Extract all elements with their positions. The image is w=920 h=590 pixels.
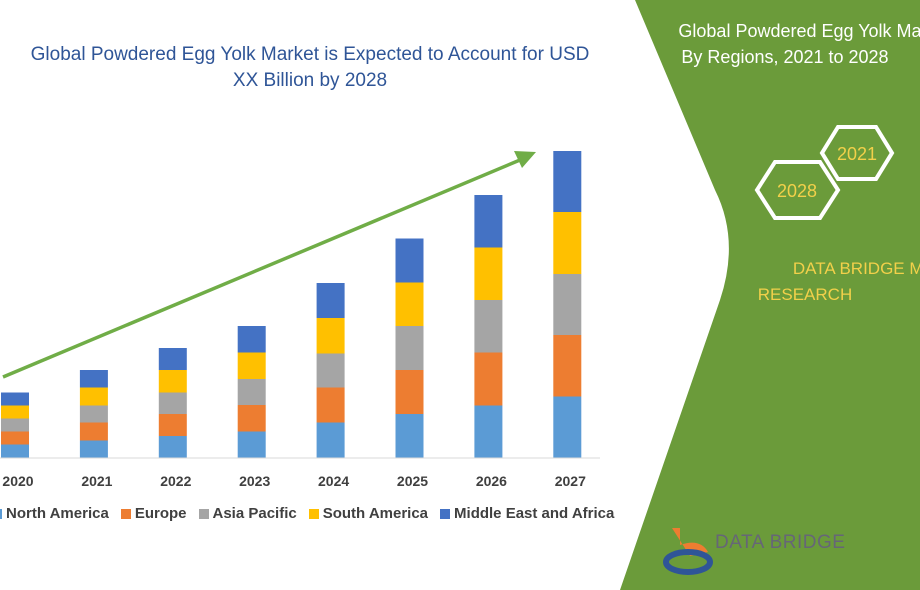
bar-2026-south-america xyxy=(474,247,503,300)
hexagon-2028 xyxy=(754,160,841,220)
x-tick-label: 2021 xyxy=(81,473,112,489)
bar-2021-north-america xyxy=(79,440,108,458)
bar-2025-middle-east-and-africa xyxy=(395,238,424,283)
brand-line1: DATA BRIDGE MAR xyxy=(792,259,920,278)
legend-label: Europe xyxy=(134,505,187,522)
brand-text: DATA BRIDGE MAR RESEARCH xyxy=(740,256,920,308)
x-tick-label: 2022 xyxy=(160,473,191,489)
panel-title-line1: Global Powdered Egg Yolk Ma xyxy=(678,21,920,41)
bar-2024-middle-east-and-africa xyxy=(316,283,345,318)
legend-swatch xyxy=(440,508,451,519)
legend-item: Asia Pacific xyxy=(198,505,297,522)
bar-2024-asia-pacific xyxy=(316,353,345,388)
hex-label-2028: 2028 xyxy=(777,181,817,201)
panel-title: Global Powdered Egg Yolk Ma By Regions, … xyxy=(640,18,920,70)
legend-swatch xyxy=(308,508,319,519)
legend-label: Asia Pacific xyxy=(212,505,297,522)
bar-2026-middle-east-and-africa xyxy=(474,195,503,248)
legend-item: Europe xyxy=(120,505,187,522)
x-tick-label: 2026 xyxy=(476,473,507,489)
bar-2025-europe xyxy=(395,370,424,414)
bar-2021-middle-east-and-africa xyxy=(79,370,108,388)
hex-label-2021: 2021 xyxy=(837,144,877,164)
bar-2020-europe xyxy=(1,431,29,445)
legend-label: Middle East and Africa xyxy=(454,505,615,522)
bar-2021-europe xyxy=(79,422,108,441)
bars xyxy=(1,151,582,458)
hexagon-2021 xyxy=(819,125,895,181)
x-tick-label: 2025 xyxy=(397,473,428,489)
logo-icon xyxy=(663,528,713,575)
bar-2024-south-america xyxy=(316,318,345,354)
bar-2026-north-america xyxy=(474,405,503,458)
x-axis-labels: 2020 2021 2022 2023 2024 2025 2026 2027 xyxy=(2,473,586,489)
x-tick-label: 2020 xyxy=(2,473,33,489)
bar-2020-north-america xyxy=(1,444,29,458)
bar-2023-asia-pacific xyxy=(237,379,266,405)
chart-title: Global Powdered Egg Yolk Market is Expec… xyxy=(30,44,590,91)
legend-swatch xyxy=(120,508,131,519)
bar-2020-asia-pacific xyxy=(1,418,29,432)
legend-swatch xyxy=(0,508,2,519)
legend: North America Europe Asia Pacific South Ame… xyxy=(0,505,614,522)
bar-2022-north-america xyxy=(158,436,187,458)
bar-2024-europe xyxy=(316,387,345,423)
legend-label: North America xyxy=(6,505,109,522)
x-tick-label: 2023 xyxy=(239,473,270,489)
bar-2027-asia-pacific xyxy=(553,274,582,335)
x-tick-label: 2027 xyxy=(555,473,586,489)
bar-2025-north-america xyxy=(395,414,424,458)
bar-2023-europe xyxy=(237,405,266,432)
bar-2026-asia-pacific xyxy=(474,300,503,353)
logo-text: DATA BRIDGE xyxy=(715,532,846,553)
bar-2021-asia-pacific xyxy=(79,405,108,423)
bar-2020-south-america xyxy=(1,405,29,419)
legend-item: South America xyxy=(308,505,429,522)
bar-2027-middle-east-and-africa xyxy=(553,151,582,212)
bar-2020-middle-east-and-africa xyxy=(1,392,29,406)
bar-2021-south-america xyxy=(79,387,108,406)
legend-item: North America xyxy=(0,505,109,522)
bar-2024-north-america xyxy=(316,422,345,458)
bar-2023-north-america xyxy=(237,431,266,458)
bar-2027-europe xyxy=(553,335,582,397)
bar-2023-south-america xyxy=(237,352,266,379)
bar-2022-europe xyxy=(158,414,187,436)
x-tick-label: 2024 xyxy=(318,473,349,489)
brand-line2: RESEARCH xyxy=(757,285,853,304)
bar-2022-asia-pacific xyxy=(158,392,187,414)
bar-2025-asia-pacific xyxy=(395,326,424,370)
bar-2022-middle-east-and-africa xyxy=(158,348,187,370)
bar-2026-europe xyxy=(474,352,503,406)
panel-title-line2: By Regions, 2021 to 2028 xyxy=(681,47,889,67)
legend-swatch xyxy=(198,508,209,519)
bar-2027-north-america xyxy=(553,396,582,458)
green-panel xyxy=(620,0,920,590)
legend-item: Middle East and Africa xyxy=(440,505,614,522)
trend-arrow xyxy=(2,151,536,379)
bar-2022-south-america xyxy=(158,370,187,393)
bar-2027-south-america xyxy=(553,212,582,274)
legend-label: South America xyxy=(322,505,429,522)
bar-2023-middle-east-and-africa xyxy=(237,326,266,353)
bar-2025-south-america xyxy=(395,282,424,326)
